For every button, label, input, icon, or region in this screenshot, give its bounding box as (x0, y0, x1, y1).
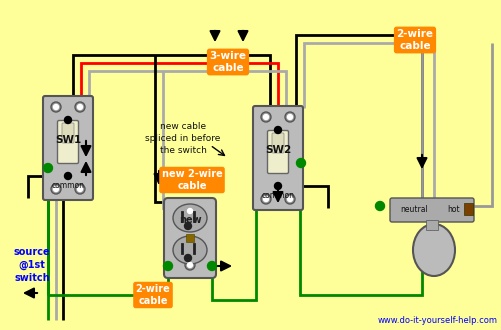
Circle shape (184, 222, 191, 229)
Circle shape (77, 186, 82, 191)
Circle shape (285, 194, 295, 204)
Circle shape (64, 173, 71, 180)
Circle shape (285, 112, 295, 122)
Text: 2-wire
cable: 2-wire cable (135, 284, 170, 306)
Text: 2-wire
cable: 2-wire cable (396, 29, 433, 51)
Circle shape (263, 196, 268, 202)
Text: new cable
spliced in before
the switch: new cable spliced in before the switch (145, 122, 220, 154)
Bar (186, 234, 193, 242)
FancyBboxPatch shape (43, 96, 93, 200)
FancyBboxPatch shape (164, 198, 215, 278)
Text: hot: hot (447, 206, 459, 214)
Circle shape (77, 105, 82, 110)
Circle shape (51, 184, 61, 194)
Circle shape (75, 102, 85, 112)
Bar (425, 220, 437, 230)
FancyBboxPatch shape (267, 130, 288, 174)
Text: SW2: SW2 (265, 145, 291, 155)
Circle shape (261, 194, 271, 204)
FancyBboxPatch shape (62, 123, 74, 143)
Text: common: common (52, 181, 84, 189)
Text: neutral: neutral (399, 206, 427, 214)
Text: common: common (261, 190, 294, 200)
Circle shape (207, 261, 216, 271)
Ellipse shape (173, 204, 206, 232)
Circle shape (44, 163, 53, 173)
Circle shape (54, 186, 59, 191)
Ellipse shape (173, 236, 206, 264)
FancyBboxPatch shape (253, 106, 303, 210)
Circle shape (274, 126, 281, 134)
Circle shape (287, 196, 292, 202)
Circle shape (64, 116, 71, 123)
Circle shape (185, 260, 194, 270)
Text: new 2-wire
cable: new 2-wire cable (161, 169, 222, 191)
Ellipse shape (412, 224, 454, 276)
Circle shape (54, 105, 59, 110)
Circle shape (75, 184, 85, 194)
Circle shape (263, 115, 268, 119)
Text: new: new (178, 215, 201, 225)
Bar (463, 203, 472, 215)
Circle shape (51, 102, 61, 112)
Circle shape (296, 158, 305, 168)
FancyBboxPatch shape (58, 120, 78, 163)
Circle shape (287, 115, 292, 119)
Circle shape (187, 209, 192, 214)
Circle shape (163, 261, 172, 271)
Circle shape (185, 206, 194, 216)
Text: SW1: SW1 (55, 135, 81, 145)
Circle shape (184, 254, 191, 261)
Circle shape (274, 182, 281, 189)
Circle shape (375, 202, 384, 211)
Text: 3-wire
cable: 3-wire cable (209, 51, 246, 73)
Circle shape (261, 112, 271, 122)
Circle shape (187, 262, 192, 268)
Text: source
@1st
switch: source @1st switch (14, 248, 50, 282)
FancyBboxPatch shape (272, 133, 284, 153)
FancyBboxPatch shape (389, 198, 473, 222)
Text: www.do-it-yourself-help.com: www.do-it-yourself-help.com (377, 316, 497, 325)
